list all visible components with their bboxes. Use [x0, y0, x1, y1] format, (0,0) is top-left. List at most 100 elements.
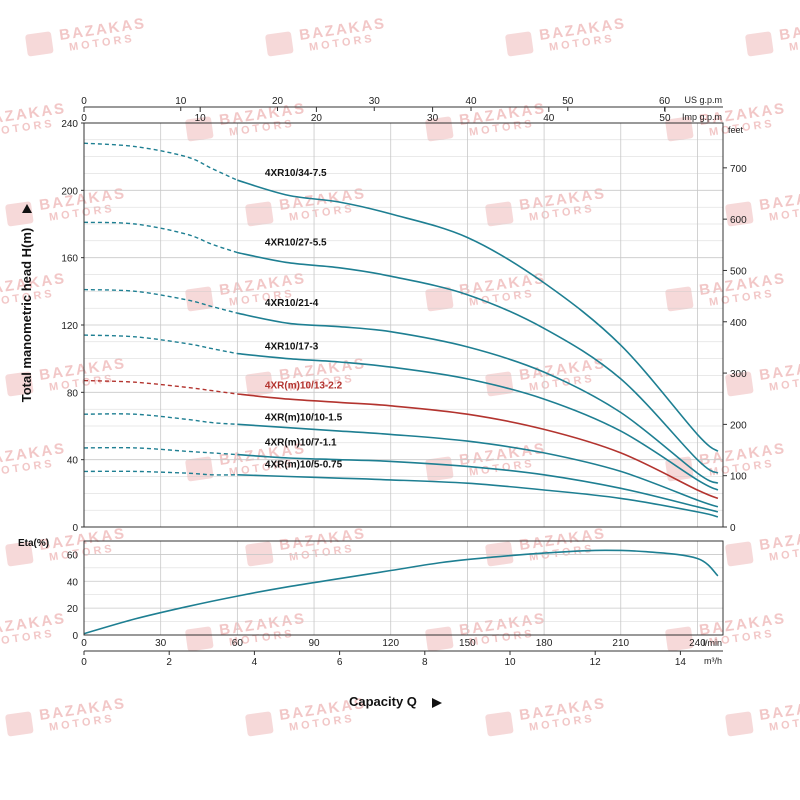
- watermark-logo-icon: [5, 541, 34, 567]
- lmin-tick-label: 180: [536, 638, 553, 649]
- watermark-line1: BAZAKAS: [778, 15, 800, 44]
- us-gpm-tick-label: 0: [81, 96, 87, 107]
- head-tick-label: 80: [67, 388, 79, 399]
- m3h-tick-label: 6: [337, 657, 343, 668]
- eta-tick-label: 20: [67, 604, 79, 615]
- us-gpm-tick-label: 10: [175, 96, 187, 107]
- head-curve-dashed: [83, 470, 238, 476]
- watermark-logo-icon: [725, 201, 754, 227]
- head-plot-frame: [83, 122, 724, 528]
- us-gpm-tick-label: 40: [465, 96, 477, 107]
- feet-tick-label: 300: [730, 369, 747, 380]
- watermark-logo-icon: [185, 286, 214, 312]
- head-curve: [237, 423, 719, 508]
- watermark-logo-icon: [745, 31, 774, 57]
- head-curve: [237, 474, 719, 518]
- head-curve-dashed: [83, 413, 238, 425]
- imp-gpm-tick-label: 20: [311, 113, 323, 124]
- head-curve: [237, 352, 719, 491]
- watermark-logo-icon: [245, 201, 274, 227]
- m3h-tick-label: 2: [166, 657, 172, 668]
- imp-gpm-tick-label: 40: [543, 113, 555, 124]
- head-curve: [237, 312, 719, 484]
- head-curve-dashed: [83, 446, 238, 456]
- lmin-tick-label: 0: [81, 638, 87, 649]
- eta-axis-title: Eta(%): [18, 538, 49, 549]
- lmin-tick-label: 90: [308, 638, 320, 649]
- watermark-logo-icon: [425, 286, 454, 312]
- grid-layer: [84, 123, 723, 635]
- watermark-line2: MOTORS: [788, 33, 800, 54]
- watermark-logo-icon: [5, 371, 34, 397]
- tick-labels: 0408012016020024001002003004005006007000…: [61, 96, 747, 668]
- capacity-axis-arrow-icon: [432, 698, 442, 708]
- imp-gpm-tick-label: 30: [427, 113, 439, 124]
- feet-tick-label: 400: [730, 318, 747, 329]
- capacity-axis-title: Capacity Q: [349, 694, 417, 709]
- imp-gpm-tick-label: 10: [195, 113, 207, 124]
- watermark-logo-icon: [485, 371, 514, 397]
- head-tick-label: 40: [67, 456, 79, 467]
- curve-label: 4XR10/34-7.5: [265, 168, 327, 179]
- lmin-tick-label: 210: [612, 638, 629, 649]
- head-axis-title: Total manometric head H(m): [19, 228, 34, 403]
- lmin-tick-label: 150: [459, 638, 476, 649]
- head-tick-label: 160: [61, 254, 78, 265]
- us-gpm-tick-label: 30: [369, 96, 381, 107]
- m3h-tick-label: 4: [252, 657, 258, 668]
- lmin-unit: l/min: [703, 638, 722, 648]
- m3h-tick-label: 8: [422, 657, 428, 668]
- watermark-logo-icon: [245, 711, 274, 737]
- watermark-logo-icon: [245, 541, 274, 567]
- head-axis-arrow-icon: [22, 204, 32, 213]
- feet-unit: feet: [728, 125, 744, 135]
- imp-gpm-tick-label: 50: [659, 113, 671, 124]
- curve-label: 4XR10/27-5.5: [265, 237, 327, 248]
- us-gpm-tick-label: 60: [659, 96, 671, 107]
- lmin-tick-label: 120: [382, 638, 399, 649]
- head-curve: [237, 453, 719, 513]
- feet-tick-label: 200: [730, 420, 747, 431]
- eta-tick-label: 60: [67, 550, 79, 561]
- head-tick-label: 0: [72, 523, 78, 534]
- watermark-logo-icon: [5, 201, 34, 227]
- head-curve: [237, 393, 719, 500]
- head-curves: [83, 142, 719, 518]
- watermark-logo-icon: [185, 626, 214, 652]
- watermark-logo-icon: [485, 541, 514, 567]
- curve-label: 4XR(m)10/7-1.1: [265, 438, 337, 449]
- watermark-logo-icon: [485, 711, 514, 737]
- watermark-logo-icon: [245, 371, 274, 397]
- head-curve-dashed: [83, 379, 238, 395]
- m3h-tick-label: 0: [81, 657, 87, 668]
- us-gpm-unit: US g.p.m: [684, 95, 722, 105]
- head-curve: [237, 251, 719, 474]
- watermark-logo-icon: [265, 31, 294, 57]
- curve-label: 4XR(m)10/13-2.2: [265, 380, 343, 391]
- watermark-logo-icon: [725, 541, 754, 567]
- watermark-logo-icon: [485, 201, 514, 227]
- imp-gpm-unit: Imp g.p.m: [682, 112, 722, 122]
- head-tick-label: 200: [61, 186, 78, 197]
- feet-tick-label: 500: [730, 266, 747, 277]
- watermark-logo-icon: [5, 711, 34, 737]
- m3h-tick-label: 12: [590, 657, 602, 668]
- us-gpm-tick-label: 50: [562, 96, 574, 107]
- m3h-unit: m³/h: [704, 656, 722, 666]
